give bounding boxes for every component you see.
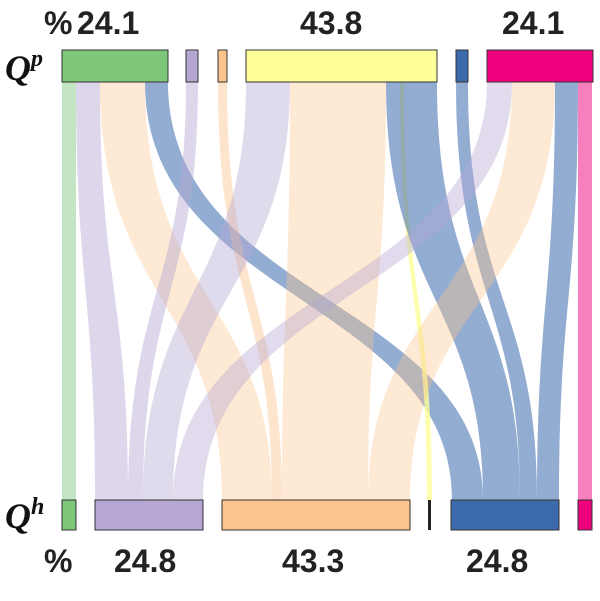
flow-magenta-to-blue — [537, 82, 578, 500]
bottom-node-row — [61, 499, 593, 531]
top-percent-sign: % — [44, 5, 72, 41]
top-node-orange — [217, 49, 228, 83]
flow-yellow-to-blue — [386, 82, 520, 500]
flow-green-to-green — [62, 82, 76, 500]
bottom-node-orange — [221, 499, 411, 531]
flow-green-to-purple — [76, 82, 128, 500]
flow-yellow-to-purple — [143, 82, 290, 500]
bottom-node-magenta — [577, 499, 593, 531]
bottom-node-blue — [450, 499, 560, 531]
bottom-value-middle: 43.3 — [282, 543, 344, 579]
flow-yellow-to-orange — [282, 82, 386, 500]
bottom-node-green — [61, 499, 77, 531]
flow-bands — [62, 82, 592, 500]
bottom-value-left: 24.8 — [114, 543, 176, 579]
flow-magenta-to-orange — [368, 82, 555, 500]
top-value-middle: 43.8 — [300, 5, 362, 41]
top-node-yellow — [245, 49, 438, 83]
top-row-label: Qp — [5, 46, 43, 88]
flow-orange-to-orange-thin — [218, 82, 282, 500]
top-node-green — [61, 49, 169, 83]
top-value-left: 24.1 — [77, 5, 139, 41]
top-node-blue — [455, 49, 469, 83]
flow-purple-to-purple — [128, 82, 198, 500]
bottom-percent-sign: % — [44, 543, 72, 579]
top-node-row — [61, 49, 594, 83]
bottom-row-label: Qh — [5, 494, 44, 536]
bottom-value-right: 24.8 — [466, 543, 528, 579]
flow-magenta-to-purple — [173, 82, 512, 500]
top-node-purple — [185, 49, 199, 83]
flow-magenta-to-magenta — [578, 82, 592, 500]
flow-green-to-blue — [145, 82, 483, 500]
bottom-node-black — [428, 500, 431, 530]
top-value-right: 24.1 — [502, 5, 564, 41]
flow-blue-to-blue — [456, 82, 537, 500]
bottom-node-purple — [94, 499, 204, 531]
flow-yellow-to-black — [400, 82, 432, 500]
top-node-magenta — [486, 49, 594, 83]
flow-green-to-orange — [100, 82, 272, 500]
